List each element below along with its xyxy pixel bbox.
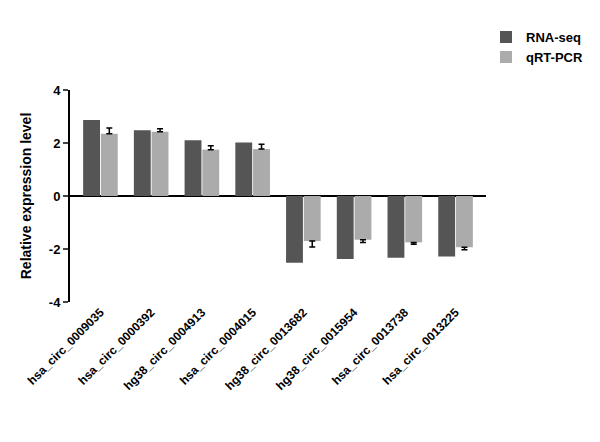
svg-text:hsa_circ_0000392: hsa_circ_0000392 xyxy=(75,305,157,387)
svg-text:qRT-PCR: qRT-PCR xyxy=(526,50,583,65)
svg-text:hg38_circ_0004913: hg38_circ_0004913 xyxy=(121,305,209,393)
svg-text:hsa_circ_0013225: hsa_circ_0013225 xyxy=(380,305,462,387)
svg-text:Relative expression level: Relative expression level xyxy=(18,113,34,280)
svg-text:0: 0 xyxy=(53,189,60,204)
svg-text:2: 2 xyxy=(53,136,60,151)
svg-text:hsa_circ_0004015: hsa_circ_0004015 xyxy=(177,305,259,387)
svg-text:-4: -4 xyxy=(49,295,61,310)
svg-text:RNA-seq: RNA-seq xyxy=(526,30,581,45)
svg-text:hsa_circ_0013738: hsa_circ_0013738 xyxy=(329,305,411,387)
svg-text:hg38_circ_0013682: hg38_circ_0013682 xyxy=(222,305,310,393)
svg-text:4: 4 xyxy=(53,83,61,98)
svg-text:-2: -2 xyxy=(49,242,61,257)
svg-text:hsa_circ_0009035: hsa_circ_0009035 xyxy=(25,305,107,387)
svg-text:hg38_circ_0015954: hg38_circ_0015954 xyxy=(273,305,361,393)
